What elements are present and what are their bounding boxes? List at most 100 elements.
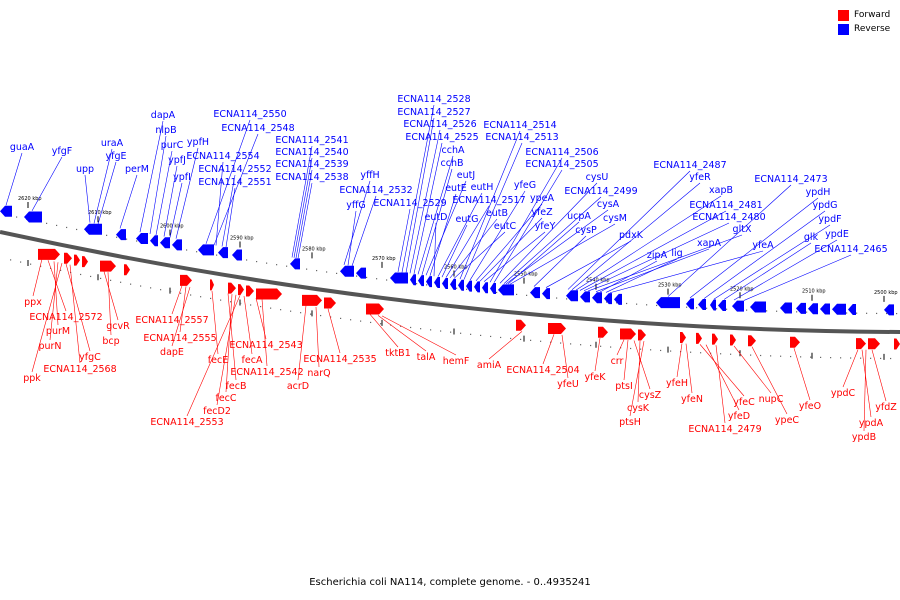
- label-leader: [609, 250, 764, 294]
- minor-tick: [66, 226, 68, 229]
- gene-label-reverse: ECNA114_2541: [275, 135, 348, 146]
- minor-tick: [256, 260, 258, 263]
- gene-label-reverse: ypdG: [812, 200, 837, 211]
- label-leader: [489, 157, 563, 283]
- scale-label: 2520 kbp: [730, 286, 754, 292]
- gene-label-reverse: ypdE: [825, 229, 849, 240]
- label-leader: [413, 142, 443, 274]
- label-leader: [587, 234, 743, 292]
- label-leader: [227, 293, 237, 381]
- minor-tick: [690, 351, 692, 353]
- gene-label-forward: ppk: [23, 373, 41, 384]
- gene-label-reverse: ECNA114_2527: [397, 107, 470, 118]
- minor-tick: [696, 307, 698, 309]
- reverse-gene-arrow: [136, 233, 148, 245]
- gene-label-forward: ECNA114_2568: [43, 364, 116, 375]
- gene-label-forward: ECNA114_2553: [150, 417, 223, 428]
- label-leader: [149, 135, 167, 235]
- label-leader: [163, 165, 178, 237]
- label-leader: [509, 223, 616, 285]
- gene-label-forward: cysK: [627, 403, 650, 414]
- minor-tick: [340, 317, 342, 319]
- minor-tick: [80, 273, 82, 276]
- minor-tick: [606, 301, 608, 303]
- label-leader: [633, 340, 651, 390]
- minor-tick: [720, 353, 722, 355]
- minor-tick: [440, 330, 442, 332]
- minor-tick: [20, 261, 22, 263]
- minor-tick: [246, 259, 248, 261]
- gene-label-reverse: xapB: [709, 185, 733, 196]
- label-leader: [505, 209, 609, 285]
- gene-label-reverse: ECNA114_2465: [814, 244, 887, 255]
- minor-tick: [250, 304, 252, 306]
- minor-tick: [10, 259, 12, 261]
- forward-gene-arrow: [100, 260, 116, 272]
- label-leader: [351, 195, 377, 267]
- minor-tick: [616, 302, 618, 304]
- gene-label-reverse: ECNA114_2554: [186, 151, 259, 162]
- minor-tick: [630, 347, 632, 350]
- minor-tick: [480, 334, 482, 337]
- label-leader: [713, 224, 831, 300]
- legend-forward-swatch: [838, 9, 849, 21]
- gene-label-reverse: ECNA114_2532: [339, 185, 412, 196]
- label-leader: [261, 298, 268, 367]
- gene-label-reverse: yfeZ: [531, 207, 553, 218]
- gene-label-forward: gcvR: [106, 321, 130, 332]
- gene-label-forward: fecD2: [203, 406, 231, 417]
- minor-tick: [460, 332, 462, 334]
- reverse-gene-arrow: [710, 299, 716, 311]
- label-leader: [103, 271, 119, 321]
- minor-tick: [640, 348, 642, 350]
- label-leader: [575, 195, 722, 291]
- minor-tick: [136, 240, 138, 242]
- label-leader: [743, 254, 852, 301]
- minor-tick: [450, 331, 452, 333]
- reverse-gene-arrow: [198, 244, 214, 256]
- label-leader: [225, 187, 236, 248]
- label-leader: [715, 345, 726, 424]
- label-leader: [225, 294, 233, 393]
- gene-label-forward: ECNA114_2557: [135, 315, 208, 326]
- reverse-gene-arrow: [390, 272, 408, 284]
- minor-tick: [106, 234, 108, 236]
- gene-label-reverse: eutJ: [457, 170, 475, 181]
- gene-label-forward: ppx: [24, 297, 42, 308]
- minor-tick: [610, 346, 612, 348]
- reverse-gene-arrow: [884, 304, 894, 316]
- gene-label-reverse: ypfH: [187, 137, 209, 148]
- forward-gene-arrow: [638, 329, 646, 341]
- reverse-gene-arrow: [656, 297, 680, 309]
- minor-tick: [180, 292, 182, 294]
- minor-tick: [150, 287, 152, 289]
- minor-tick: [60, 269, 62, 272]
- scale-label: 2590 kbp: [230, 235, 254, 241]
- forward-gene-arrow: [366, 303, 384, 315]
- minor-tick: [806, 311, 808, 313]
- minor-tick: [656, 304, 658, 307]
- gene-label-reverse: zipA: [647, 250, 668, 261]
- minor-tick: [550, 341, 552, 343]
- label-leader: [65, 263, 91, 352]
- minor-tick: [320, 314, 322, 317]
- label-leader: [503, 196, 602, 284]
- reverse-gene-arrow: [466, 280, 472, 292]
- forward-gene-arrow: [124, 264, 130, 276]
- label-leader: [417, 155, 454, 275]
- forward-gene-arrow: [302, 294, 322, 306]
- forward-gene-arrow: [696, 332, 702, 344]
- gene-label-reverse: glk: [804, 232, 819, 243]
- minor-tick: [386, 279, 388, 281]
- minor-tick: [16, 216, 18, 218]
- forward-gene-arrow: [38, 248, 60, 260]
- gene-label-reverse: nlpB: [155, 125, 176, 136]
- minor-tick: [890, 357, 892, 360]
- minor-tick: [500, 336, 502, 339]
- label-leader: [871, 349, 887, 402]
- forward-gene-arrow: [180, 274, 192, 286]
- gene-label-forward: yfeC: [733, 397, 755, 408]
- gene-label-forward: dapE: [160, 347, 184, 358]
- minor-tick: [770, 355, 772, 357]
- minor-tick: [510, 337, 512, 340]
